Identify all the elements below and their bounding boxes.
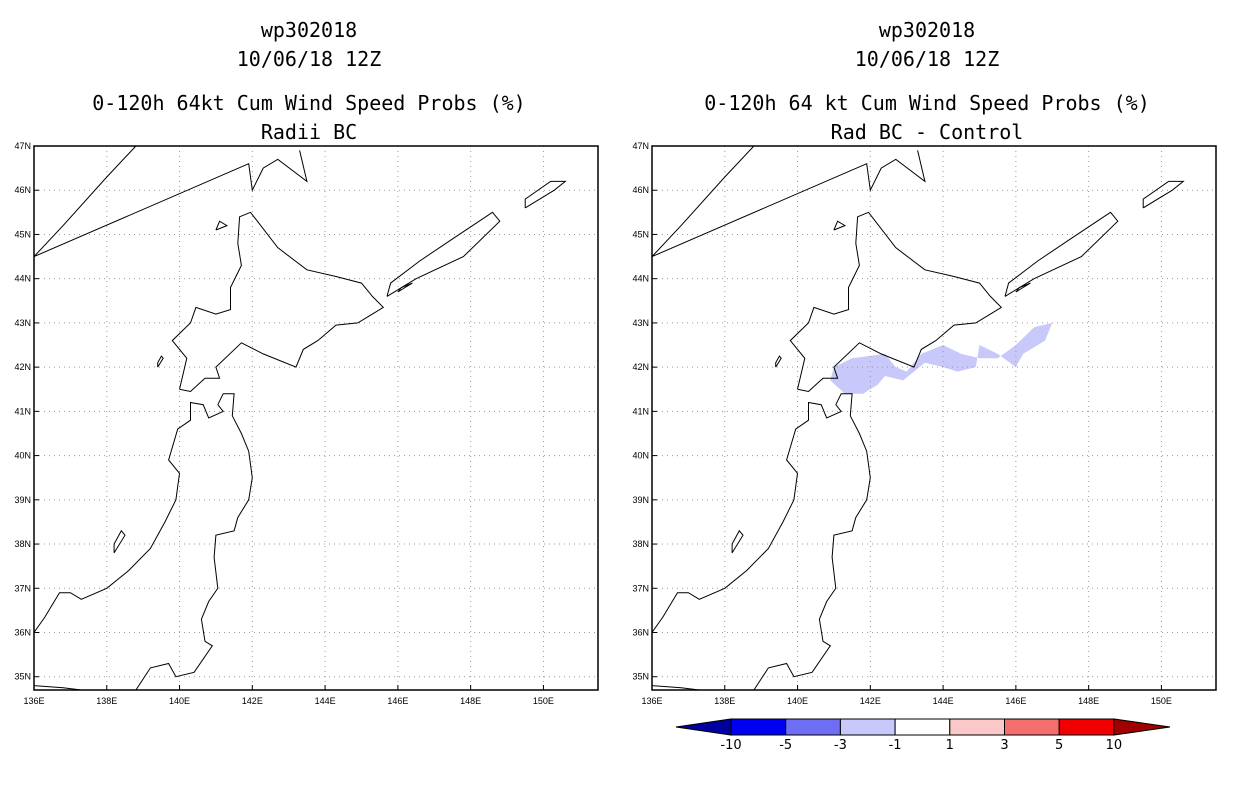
y-tick-label: 39N: [14, 495, 31, 505]
y-tick-label: 44N: [14, 274, 31, 284]
y-tick-label: 45N: [632, 229, 649, 239]
y-tick-label: 46N: [14, 185, 31, 195]
coastline-1: [652, 393, 871, 690]
colorbar-label: -10: [720, 738, 741, 753]
coastline-6: [397, 282, 413, 293]
y-tick-label: 39N: [632, 495, 649, 505]
coastline-3: [652, 146, 926, 258]
left-subtitle: Radii BC: [260, 120, 358, 144]
x-tick-label: 136E: [641, 696, 662, 706]
colorbar-box: [1004, 718, 1060, 736]
coastline-7: [731, 529, 744, 554]
x-tick-label: 148E: [1078, 696, 1099, 706]
y-tick-label: 35N: [14, 672, 31, 682]
y-tick-label: 36N: [14, 628, 31, 638]
coastline-2: [789, 211, 1003, 393]
map-frame: [33, 145, 599, 691]
colorbar-arrow-right: [1113, 718, 1171, 736]
x-tick-label: 146E: [387, 696, 408, 706]
coastline-2: [171, 211, 385, 393]
map-panel-1: 136E 138E 140E 142E 144E 146E 148E 150E 35N 36N 37…: [14, 141, 599, 706]
y-tick-label: 38N: [14, 539, 31, 549]
x-tick-label: 142E: [860, 696, 881, 706]
y-tick-label: 40N: [14, 451, 31, 461]
y-tick-label: 45N: [14, 229, 31, 239]
y-tick-label: 38N: [632, 539, 649, 549]
coastline-9: [833, 220, 847, 231]
x-tick-label: 150E: [1151, 696, 1172, 706]
x-tick-label: 150E: [533, 696, 554, 706]
y-tick-label: 36N: [632, 628, 649, 638]
x-tick-label: 144E: [933, 696, 954, 706]
colorbar-label: -3: [834, 738, 847, 753]
left-panel-title: wp302018 10/06/18 12Z 0-120h 64kt Cum Wi…: [0, 16, 618, 147]
coastline-1: [34, 393, 253, 690]
colorbar-box: [1058, 718, 1115, 736]
colorbar-label: 3: [1000, 738, 1008, 753]
colorbar-label: 1: [946, 738, 954, 753]
coastline-4: [1004, 211, 1119, 297]
x-tick-label: 148E: [460, 696, 481, 706]
coastline-8: [157, 355, 164, 368]
colorbar-box: [730, 718, 787, 736]
x-tick-label: 142E: [242, 696, 263, 706]
right-panel-title: wp302018 10/06/18 12Z 0-120h 64 kt Cum W…: [618, 16, 1236, 147]
coastline-7: [113, 529, 126, 554]
y-tick-label: 41N: [632, 406, 649, 416]
colorbar-box: [949, 718, 1005, 736]
map-frame: [651, 145, 1217, 691]
x-tick-label: 146E: [1005, 696, 1026, 706]
right-datetime: 10/06/18 12Z: [854, 47, 1000, 71]
coastline-6: [1015, 282, 1031, 293]
y-tick-label: 43N: [14, 318, 31, 328]
left-product: 0-120h 64kt Cum Wind Speed Probs (%): [92, 91, 526, 115]
y-tick-label: 35N: [632, 672, 649, 682]
right-product: 0-120h 64 kt Cum Wind Speed Probs (%): [704, 91, 1150, 115]
coastline-3: [34, 146, 308, 258]
coastline-4: [386, 211, 501, 297]
y-tick-label: 40N: [632, 451, 649, 461]
left-storm-id: wp302018: [260, 18, 358, 42]
colorbar-label: 5: [1055, 738, 1063, 753]
coastline-5: [524, 180, 567, 209]
y-tick-label: 47N: [14, 141, 31, 151]
y-tick-label: 46N: [632, 185, 649, 195]
right-storm-id: wp302018: [878, 18, 976, 42]
x-tick-label: 140E: [787, 696, 808, 706]
y-tick-label: 43N: [632, 318, 649, 328]
y-tick-label: 41N: [14, 406, 31, 416]
x-tick-label: 138E: [714, 696, 735, 706]
colorbar-box: [894, 718, 951, 736]
coastline-9: [215, 220, 229, 231]
x-tick-label: 136E: [23, 696, 44, 706]
colorbar: -10 -5 -3 -1 1 3 5 10: [675, 718, 1171, 753]
y-tick-label: 44N: [632, 274, 649, 284]
colorbar-label: 10: [1106, 738, 1123, 753]
coastline-8: [775, 355, 782, 368]
y-tick-label: 42N: [632, 362, 649, 372]
colorbar-label: -5: [779, 738, 792, 753]
map-panel-2: 136E 138E 140E 142E 144E 146E 148E 150E 35N 36N 37…: [632, 141, 1217, 706]
left-datetime: 10/06/18 12Z: [236, 47, 382, 71]
y-tick-label: 42N: [14, 362, 31, 372]
y-tick-label: 47N: [632, 141, 649, 151]
y-tick-label: 37N: [14, 583, 31, 593]
y-tick-label: 37N: [632, 583, 649, 593]
shaded-region-1: [830, 322, 1053, 394]
x-tick-label: 140E: [169, 696, 190, 706]
right-subtitle: Rad BC - Control: [830, 120, 1024, 144]
x-tick-label: 144E: [315, 696, 336, 706]
coastline-5: [1142, 180, 1185, 209]
colorbar-box: [839, 718, 896, 736]
colorbar-arrow-left: [675, 718, 732, 736]
colorbar-label: -1: [889, 738, 902, 753]
colorbar-box: [785, 718, 841, 736]
x-tick-label: 138E: [96, 696, 117, 706]
